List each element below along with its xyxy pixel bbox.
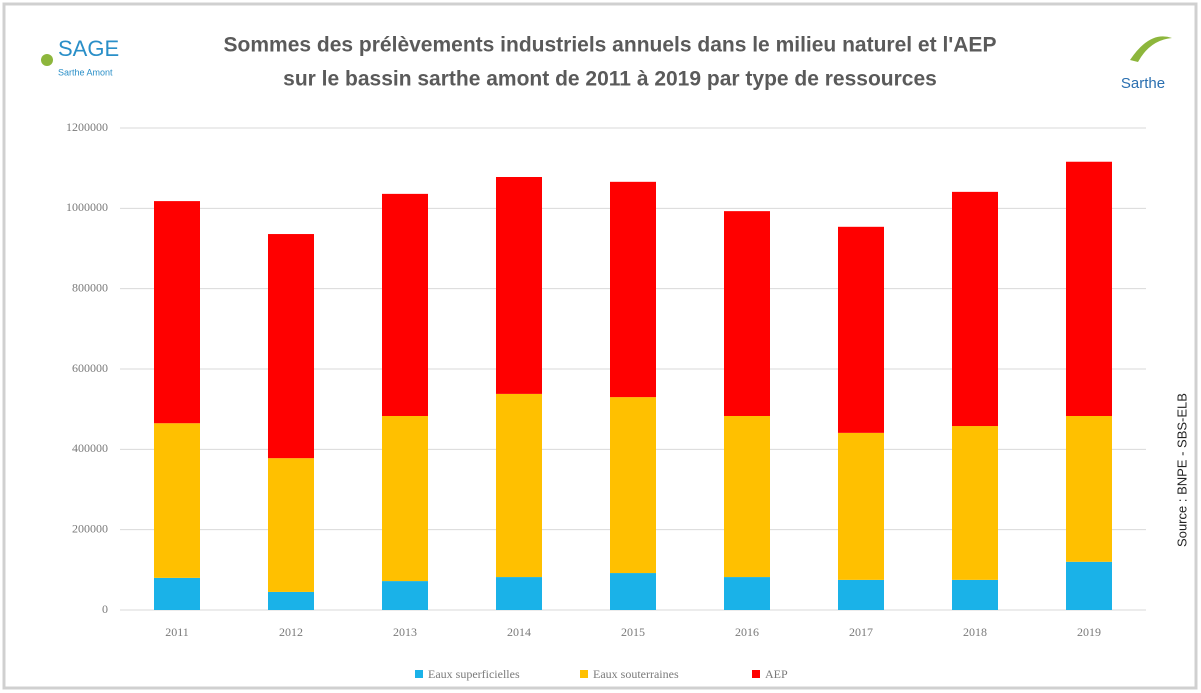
- y-tick-label: 200000: [72, 521, 108, 535]
- x-tick-label: 2015: [621, 625, 645, 639]
- legend-label: Eaux superficielles: [428, 667, 520, 681]
- x-tick-label: 2016: [735, 625, 759, 639]
- bar-segment: [382, 581, 428, 610]
- bar-segment: [838, 432, 884, 580]
- bar-segment: [154, 201, 200, 424]
- legend-swatch: [752, 670, 760, 678]
- bar-segment: [1066, 415, 1112, 562]
- y-tick-label: 1000000: [66, 200, 108, 214]
- bar-segment: [1066, 161, 1112, 416]
- bar-segment: [268, 591, 314, 610]
- bar-segment: [154, 423, 200, 578]
- legend-swatch: [415, 670, 423, 678]
- y-tick-label: 800000: [72, 280, 108, 294]
- bar-segment: [154, 577, 200, 610]
- bar-segment: [724, 211, 770, 416]
- bar-segment: [610, 181, 656, 398]
- bar-segment: [724, 577, 770, 610]
- bar-segment: [382, 415, 428, 582]
- y-tick-label: 1200000: [66, 120, 108, 134]
- legend-label: AEP: [765, 667, 788, 681]
- bar-segment: [610, 573, 656, 610]
- bar-segment: [838, 226, 884, 433]
- x-tick-label: 2019: [1077, 625, 1101, 639]
- bar-segment: [382, 193, 428, 416]
- bar-segment: [268, 234, 314, 459]
- logo-dot: [41, 54, 53, 66]
- x-tick-label: 2014: [507, 625, 531, 639]
- logo-icon: [1130, 36, 1172, 62]
- x-tick-label: 2018: [963, 625, 987, 639]
- chart-title: Sommes des prélèvements industriels annu…: [224, 34, 997, 57]
- y-tick-label: 600000: [72, 361, 108, 375]
- bar-segment: [610, 397, 656, 574]
- bar-segment: [952, 191, 998, 427]
- x-tick-label: 2011: [165, 625, 189, 639]
- x-tick-label: 2012: [279, 625, 303, 639]
- chart-title: sur le bassin sarthe amont de 2011 à 201…: [283, 68, 937, 91]
- bar-segment: [496, 177, 542, 394]
- bar-segment: [952, 579, 998, 610]
- y-tick-label: 0: [102, 602, 108, 616]
- logo-subtitle: Sarthe Amont: [58, 67, 113, 77]
- bar-segment: [268, 458, 314, 592]
- x-tick-label: 2017: [849, 625, 873, 639]
- logo-name: SAGE: [58, 36, 119, 61]
- source: Source : BNPE - SBS-ELB: [1174, 393, 1189, 547]
- bar-segment: [838, 579, 884, 610]
- bar-segment: [952, 426, 998, 580]
- logo-right: Sarthe: [1121, 75, 1165, 92]
- y-tick-label: 400000: [72, 441, 108, 455]
- legend-swatch: [580, 670, 588, 678]
- bar-segment: [724, 415, 770, 578]
- x-tick-label: 2013: [393, 625, 417, 639]
- bar-segment: [496, 577, 542, 610]
- bar-segment: [496, 393, 542, 578]
- bar-segment: [1066, 561, 1112, 610]
- legend-label: Eaux souterraines: [593, 667, 679, 681]
